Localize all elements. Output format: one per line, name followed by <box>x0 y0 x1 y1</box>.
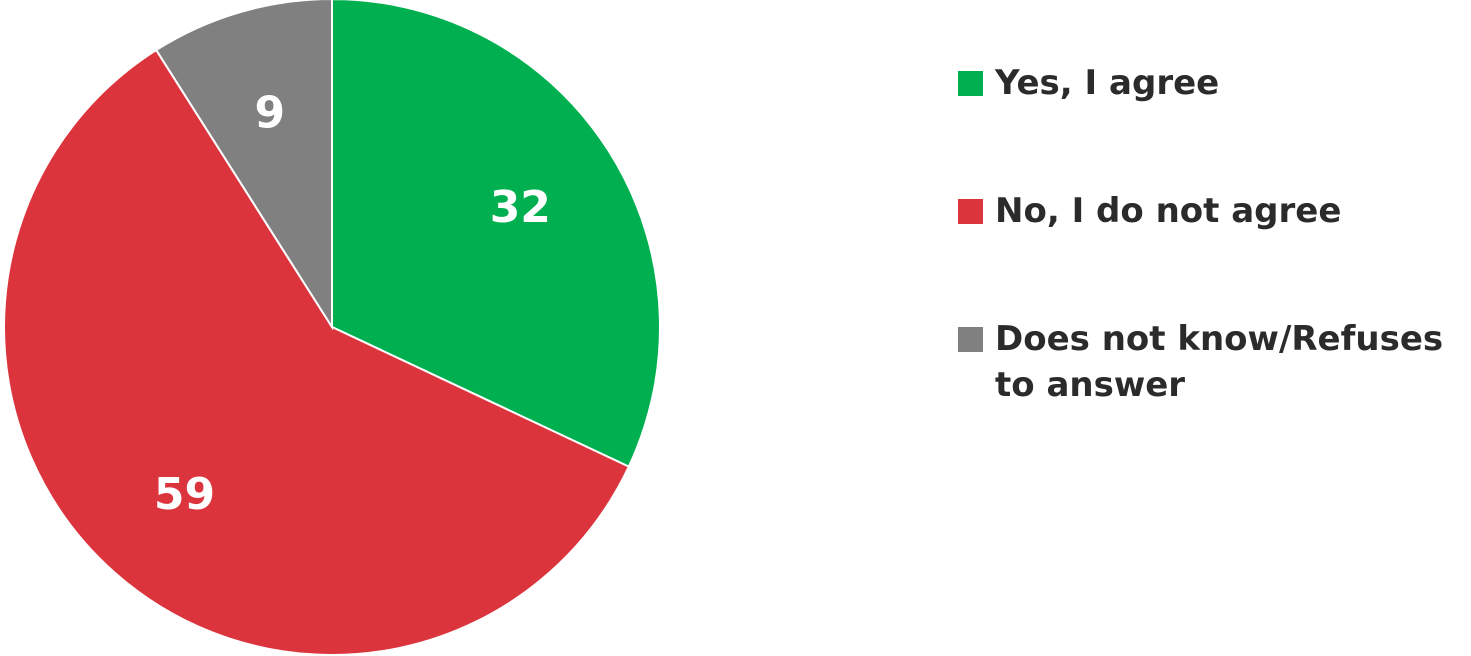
legend-item-no: No, I do not agree <box>958 188 1471 234</box>
pie-data-labels: 32 59 9 <box>154 87 551 519</box>
legend-item-yes: Yes, I agree <box>958 60 1471 106</box>
legend-item-dont-know: Does not know/Refuses to answer <box>958 316 1471 408</box>
pie-slice-no-i-do-not-agree <box>3 48 631 656</box>
legend-swatch-no <box>958 199 983 224</box>
legend: Yes, I agree No, I do not agree Does not… <box>958 60 1471 408</box>
legend-label-dont-know: Does not know/Refuses to answer <box>995 319 1444 405</box>
data-label-no-i-do-not-agree: 59 <box>154 469 215 520</box>
legend-swatch-yes <box>958 71 983 96</box>
pie-slice-does-not-know-refuses-to-answer <box>154 0 333 331</box>
legend-swatch-dont-know <box>958 327 983 352</box>
data-label-does-not-know-refuses-to-answer: 9 <box>254 87 285 138</box>
data-label-yes-i-agree: 32 <box>490 182 551 233</box>
legend-label-yes: Yes, I agree <box>995 63 1220 103</box>
pie-slice-yes-i-agree <box>331 0 661 468</box>
pie-slices <box>3 0 661 656</box>
legend-label-no: No, I do not agree <box>995 191 1342 231</box>
